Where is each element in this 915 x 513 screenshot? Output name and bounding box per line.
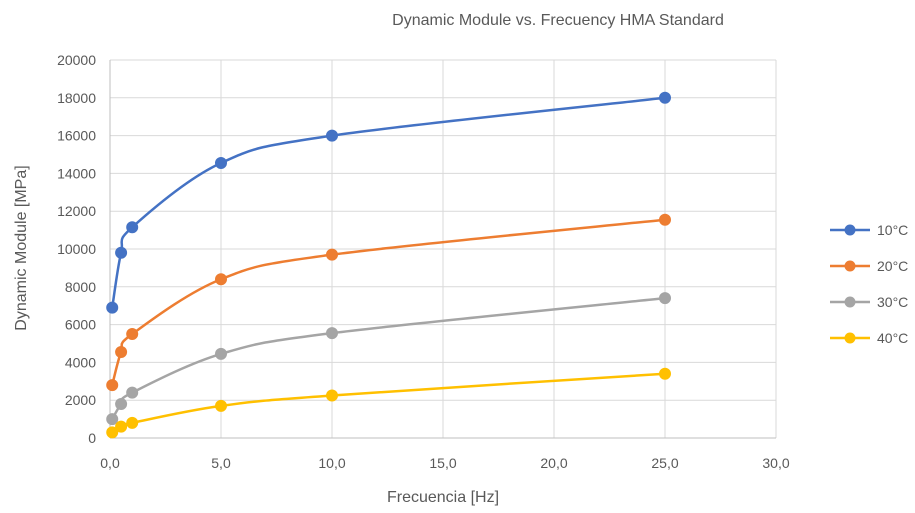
legend-entry: 40°C xyxy=(830,330,908,346)
data-point xyxy=(215,273,227,286)
y-tick-label: 8000 xyxy=(65,279,96,295)
gridlines xyxy=(110,59,777,438)
data-point xyxy=(215,399,227,412)
legend-entry: 30°C xyxy=(830,294,908,310)
y-tick-label: 12000 xyxy=(57,203,96,219)
y-tick-label: 20000 xyxy=(57,52,96,68)
y-tick-label: 0 xyxy=(88,430,96,446)
data-point xyxy=(115,420,128,433)
x-tick-label: 25,0 xyxy=(651,455,678,471)
y-axis-ticks: 0 2000 4000 6000 8000 10000 12000 14000 16000 180… xyxy=(57,52,96,446)
legend: 10°C 20°C 30°C 40°C xyxy=(830,222,908,346)
legend-entry: 10°C xyxy=(830,222,908,238)
series-4 xyxy=(106,367,671,439)
series-line xyxy=(111,296,666,420)
data-point xyxy=(126,328,139,341)
data-point xyxy=(326,327,338,340)
x-tick-label: 20,0 xyxy=(540,455,567,471)
data-point xyxy=(659,213,671,226)
x-axis-title: Frecuencia [Hz] xyxy=(387,489,499,506)
axes xyxy=(109,60,776,439)
legend-swatch-marker xyxy=(844,224,856,236)
x-tick-label: 0,0 xyxy=(100,455,120,471)
data-point xyxy=(326,129,338,142)
series-3 xyxy=(106,292,671,426)
y-tick-label: 16000 xyxy=(57,128,96,144)
y-tick-label: 6000 xyxy=(65,317,96,333)
y-tick-label: 4000 xyxy=(65,354,96,370)
chart-title: Dynamic Module vs. Frecuency HMA Standar… xyxy=(392,12,724,29)
data-point xyxy=(215,347,227,360)
y-axis-title: Dynamic Module [MPa] xyxy=(13,165,30,330)
legend-swatch-marker xyxy=(844,332,856,344)
series-line xyxy=(111,372,666,434)
y-tick-label: 14000 xyxy=(57,165,96,181)
data-point xyxy=(126,416,139,429)
series-group xyxy=(106,91,671,439)
data-point xyxy=(215,157,227,170)
data-point xyxy=(106,301,119,314)
x-tick-label: 15,0 xyxy=(429,455,456,471)
x-tick-label: 5,0 xyxy=(211,455,231,471)
legend-label: 20°C xyxy=(877,258,908,274)
y-tick-label: 10000 xyxy=(57,241,96,257)
series-line xyxy=(110,96,666,308)
data-point xyxy=(106,426,119,439)
series-line xyxy=(111,218,666,386)
x-tick-label: 30,0 xyxy=(762,455,789,471)
legend-label: 40°C xyxy=(877,330,908,346)
legend-entry: 20°C xyxy=(830,258,908,274)
data-point xyxy=(126,221,139,234)
data-point xyxy=(326,248,338,261)
legend-swatch-marker xyxy=(844,260,856,272)
x-tick-label: 10,0 xyxy=(318,455,345,471)
data-point xyxy=(115,346,128,359)
series-2 xyxy=(106,213,671,392)
y-tick-label: 2000 xyxy=(65,392,96,408)
data-point xyxy=(326,389,338,402)
data-point xyxy=(106,413,119,426)
x-axis-ticks: 0,0 5,0 10,0 15,0 20,0 25,0 30,0 xyxy=(100,455,790,471)
data-point xyxy=(659,91,671,104)
legend-label: 30°C xyxy=(877,294,908,310)
legend-swatch-marker xyxy=(844,296,856,308)
series-1 xyxy=(106,91,671,314)
data-point xyxy=(115,397,128,410)
data-point xyxy=(115,246,128,259)
data-point xyxy=(126,386,139,399)
data-point xyxy=(106,379,119,392)
data-point xyxy=(659,292,671,305)
legend-label: 10°C xyxy=(877,222,908,238)
data-point xyxy=(659,367,671,380)
y-tick-label: 18000 xyxy=(57,90,96,106)
